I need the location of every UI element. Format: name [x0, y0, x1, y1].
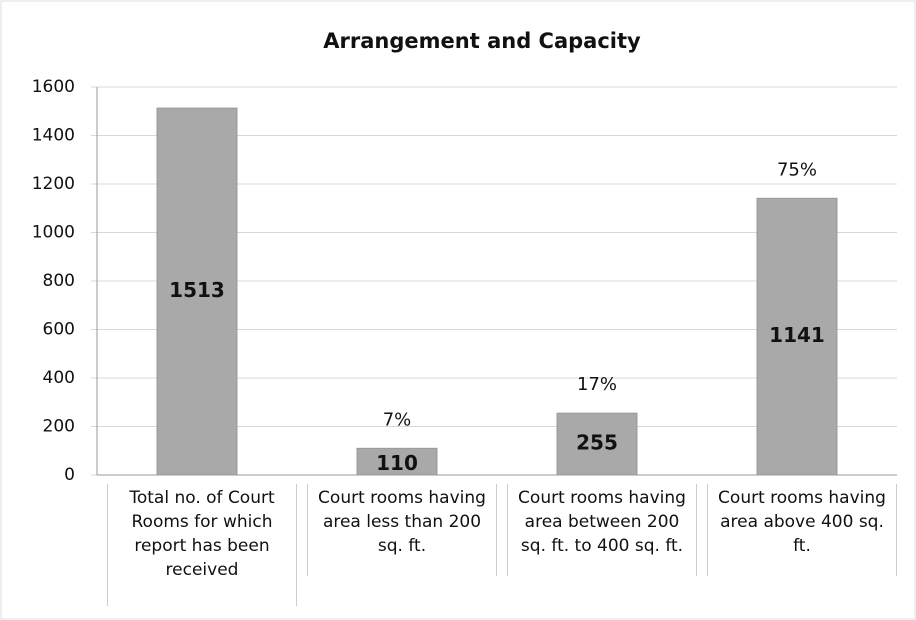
- x-tick-label: Court rooms having area above 400 sq. ft…: [707, 484, 897, 576]
- y-tick-label: 1200: [32, 174, 75, 194]
- percent-label: 75%: [777, 159, 817, 180]
- value-label: 110: [376, 451, 418, 475]
- y-tick-label: 1600: [32, 77, 75, 97]
- x-tick-label: Total no. of Court Rooms for which repor…: [107, 484, 297, 606]
- bar: [356, 447, 438, 476]
- y-tick-label: 400: [43, 368, 75, 388]
- y-tick-label: 200: [43, 417, 75, 437]
- bar: [156, 107, 238, 476]
- y-tick-label: 1000: [32, 223, 75, 243]
- chart-title: Arrangement and Capacity: [323, 29, 641, 53]
- bar: [556, 412, 638, 476]
- y-tick-label: 1400: [32, 126, 75, 146]
- value-label: 1513: [169, 278, 225, 302]
- x-tick-label: Court rooms having area between 200 sq. …: [507, 484, 697, 576]
- percent-label: 17%: [577, 374, 617, 395]
- y-tick-label: 600: [43, 320, 75, 340]
- bar: [756, 197, 838, 476]
- y-tick-label: 0: [64, 465, 75, 485]
- y-tick-label: 800: [43, 271, 75, 291]
- value-label: 255: [576, 431, 618, 455]
- x-tick-label: Court rooms having area less than 200 sq…: [307, 484, 497, 576]
- value-label: 1141: [769, 323, 825, 347]
- percent-label: 7%: [383, 409, 412, 430]
